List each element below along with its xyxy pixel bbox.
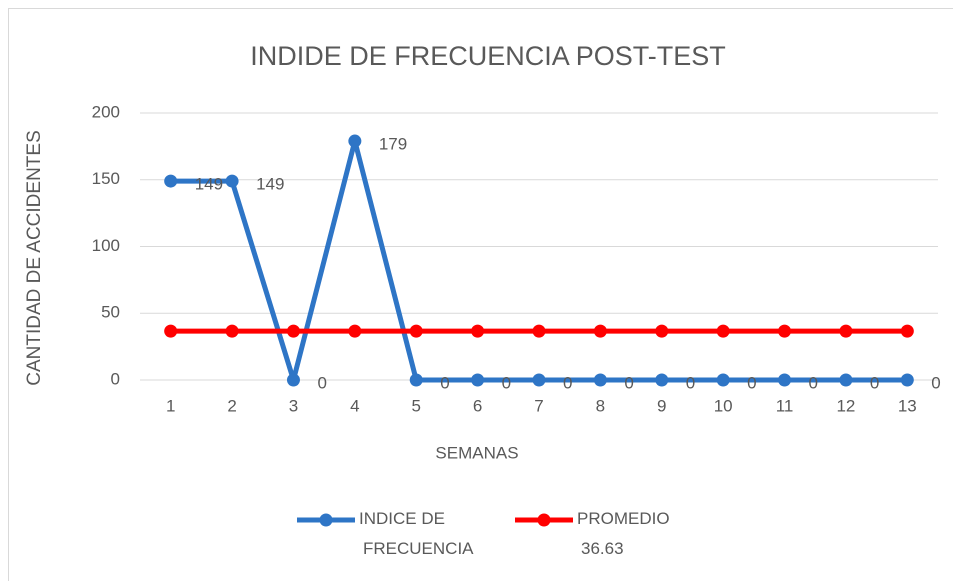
x-tick-label: 9 bbox=[657, 396, 666, 415]
data-label: 0 bbox=[563, 373, 572, 392]
point bbox=[655, 373, 669, 387]
point bbox=[409, 373, 423, 387]
legend-marker bbox=[537, 513, 551, 527]
point bbox=[286, 324, 300, 338]
legend-label: PROMEDIO 36.63 bbox=[577, 509, 670, 558]
y-tick-label: 0 bbox=[111, 369, 120, 388]
chart-title: INDIDE DE FRECUENCIA POST-TEST bbox=[250, 41, 726, 71]
y-axis-title: CANTIDAD DE ACCIDENTES bbox=[24, 130, 45, 385]
point bbox=[225, 174, 239, 188]
point bbox=[716, 324, 730, 338]
point bbox=[225, 324, 239, 338]
point bbox=[900, 373, 914, 387]
data-label: 0 bbox=[502, 373, 511, 392]
legend-label: INDICE DE FRECUENCIA bbox=[359, 509, 474, 558]
point bbox=[164, 324, 178, 338]
data-label: 0 bbox=[686, 373, 695, 392]
data-label: 0 bbox=[931, 373, 940, 392]
point bbox=[471, 324, 485, 338]
point bbox=[716, 373, 730, 387]
x-tick-label: 12 bbox=[836, 396, 855, 415]
data-label: 149 bbox=[256, 175, 284, 194]
point bbox=[655, 324, 669, 338]
x-axis-title: SEMANAS bbox=[435, 443, 518, 462]
x-tick-label: 13 bbox=[898, 396, 917, 415]
x-tick-label: 10 bbox=[714, 396, 733, 415]
point bbox=[348, 134, 362, 148]
point bbox=[532, 373, 546, 387]
chart-border bbox=[8, 8, 953, 581]
x-tick-label: 11 bbox=[776, 396, 794, 415]
data-label: 0 bbox=[624, 373, 633, 392]
data-label: 0 bbox=[747, 373, 756, 392]
point bbox=[839, 324, 853, 338]
y-tick-label: 200 bbox=[92, 102, 120, 121]
point bbox=[348, 324, 362, 338]
legend-marker bbox=[319, 513, 333, 527]
x-tick-label: 8 bbox=[596, 396, 605, 415]
x-tick-label: 5 bbox=[411, 396, 420, 415]
x-tick-label: 6 bbox=[473, 396, 482, 415]
data-label: 0 bbox=[809, 373, 818, 392]
x-tick-label: 3 bbox=[289, 396, 298, 415]
data-label: 0 bbox=[317, 373, 326, 392]
point bbox=[409, 324, 423, 338]
y-tick-label: 50 bbox=[101, 303, 120, 322]
point bbox=[778, 373, 792, 387]
point bbox=[839, 373, 853, 387]
x-tick-label: 7 bbox=[534, 396, 543, 415]
data-label: 0 bbox=[870, 373, 879, 392]
point bbox=[471, 373, 485, 387]
y-tick-label: 150 bbox=[92, 169, 120, 188]
point bbox=[593, 373, 607, 387]
y-tick-label: 100 bbox=[92, 236, 120, 255]
data-label: 0 bbox=[440, 373, 449, 392]
point bbox=[286, 373, 300, 387]
point bbox=[532, 324, 546, 338]
point bbox=[164, 174, 178, 188]
point bbox=[778, 324, 792, 338]
point bbox=[593, 324, 607, 338]
data-label: 179 bbox=[379, 135, 407, 154]
x-tick-label: 1 bbox=[166, 396, 175, 415]
data-label: 149 bbox=[195, 175, 223, 194]
x-tick-label: 4 bbox=[350, 396, 359, 415]
x-tick-label: 2 bbox=[227, 396, 236, 415]
point bbox=[900, 324, 914, 338]
